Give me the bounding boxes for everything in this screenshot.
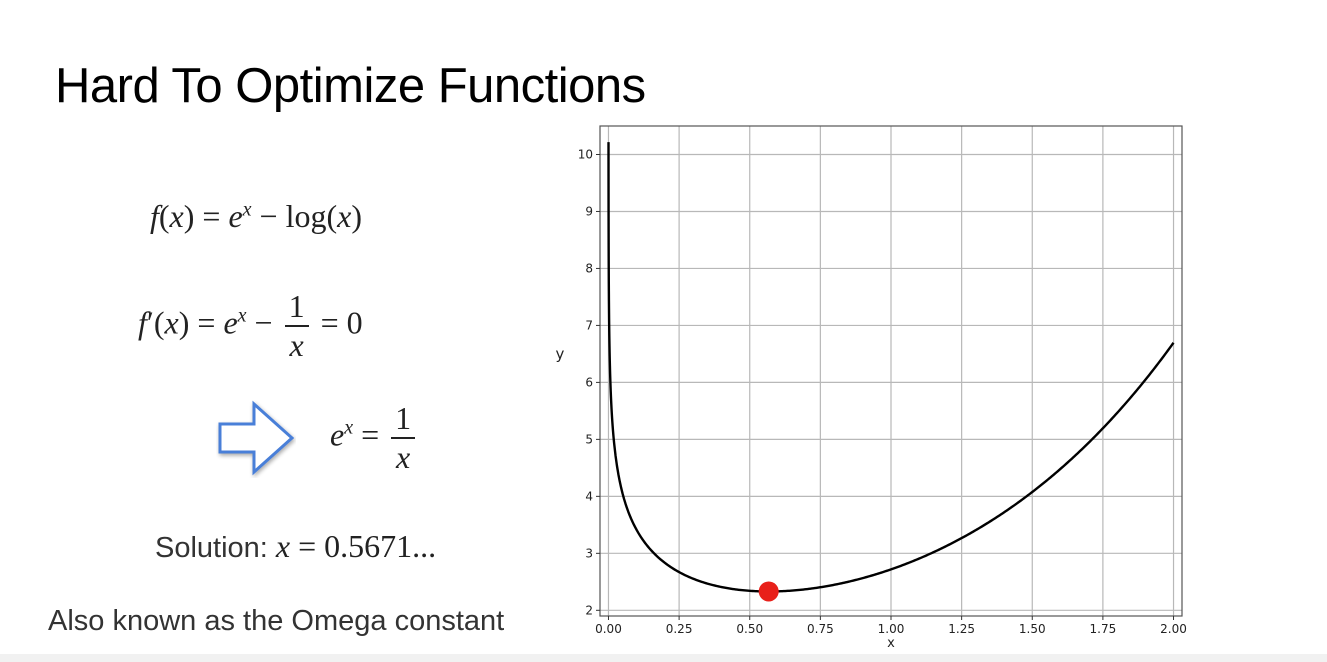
x-tick-label: 1.50 [1019,622,1046,636]
y-tick-label: 4 [585,489,593,503]
solution-value: x = 0.5671... [275,528,437,564]
x-tick-label: 1.00 [878,622,905,636]
y-tick-label: 10 [578,147,593,161]
function-plot: 0.00 0.25 0.50 0.75 1.00 1.25 1.50 1.75 2.00 2 3 4 5… [556,125,1187,650]
y-tick-label: 7 [585,318,593,332]
x-tick-label: 1.25 [948,622,975,636]
x-tick-label: 0.75 [807,622,834,636]
omega-constant-note: Also known as the Omega constant [48,605,505,637]
slide-title: Hard To Optimize Functions [55,59,646,113]
minimum-point-marker [758,581,779,602]
bottom-bar [0,654,1327,662]
function-equation: f(x) = ex − log(x) [150,198,362,234]
y-axis-label: y [556,345,565,363]
x-axis-label: x [887,636,895,650]
solution-text: Solution: x = 0.5671... [155,528,436,565]
x-tick-label: 2.00 [1160,622,1187,636]
x-tick-label: 0.25 [666,622,693,636]
x-tick-label: 0.00 [595,622,622,636]
y-tick-label: 2 [585,603,593,617]
function-curve [607,142,1175,593]
y-tick-label: 3 [585,546,593,560]
solution-label: Solution: [155,532,268,564]
x-tick-label: 1.75 [1090,622,1117,636]
y-tick-label: 5 [585,432,593,446]
right-arrow-outline-icon [218,400,295,476]
y-tick-label: 8 [585,261,593,275]
y-tick-label: 6 [585,375,593,389]
x-tick-label: 0.50 [736,622,763,636]
y-tick-label: 9 [585,204,593,218]
